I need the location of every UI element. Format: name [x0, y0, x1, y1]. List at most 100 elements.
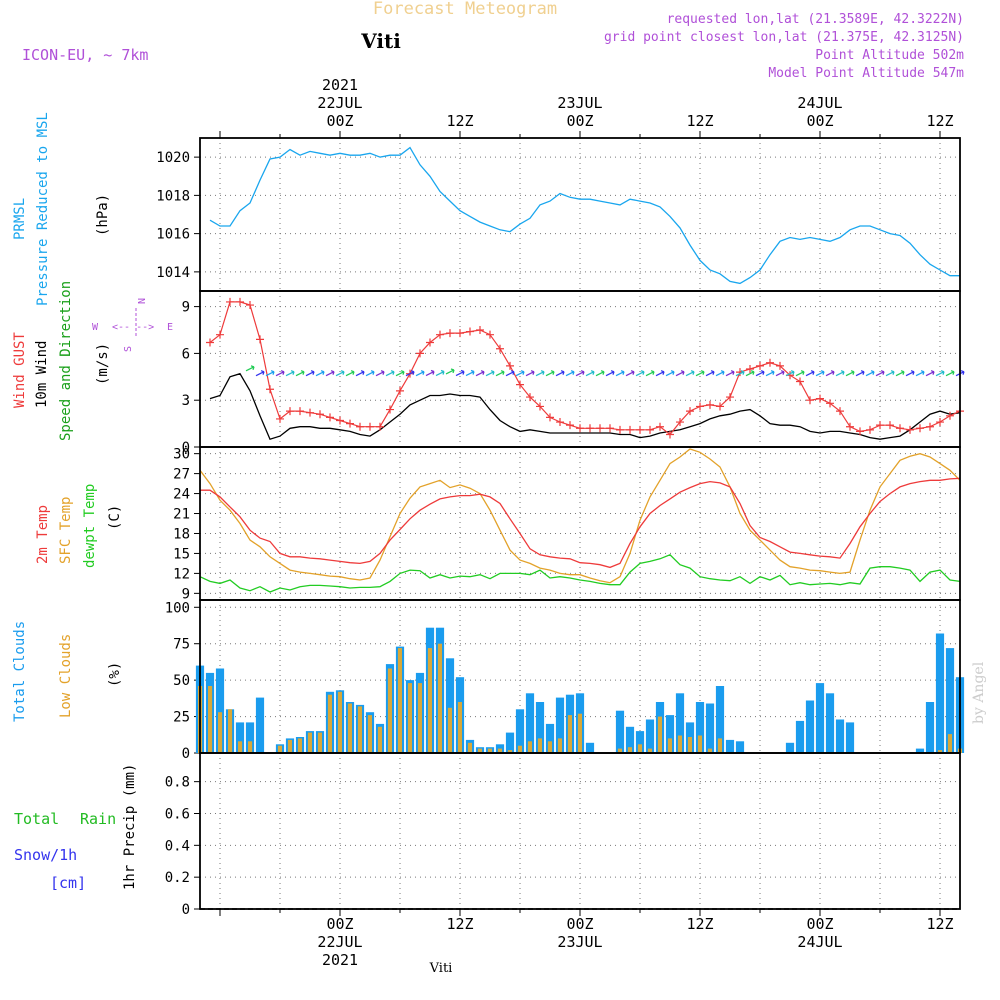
wind-direction-arrow	[605, 370, 615, 377]
total-cloud-bar	[935, 633, 945, 753]
low-cloud-bar	[707, 748, 712, 753]
low-cloud-bar	[627, 747, 632, 753]
total-rain-label-2: Rain	[80, 810, 116, 828]
gust-marker	[766, 358, 774, 367]
total-cloud-bar	[825, 693, 835, 753]
plot-layer: 1014101610181020036991215182124273002550…	[156, 76, 965, 969]
total-rain-label-1: Total	[14, 810, 59, 828]
low-cloud-bar	[567, 715, 572, 753]
total-cloud-bar	[665, 715, 675, 753]
gust-marker	[546, 413, 554, 422]
gust-marker	[396, 386, 404, 395]
y-tick-label: 30	[173, 447, 190, 463]
total-cloud-bar	[735, 741, 745, 753]
wind-direction-arrow	[455, 369, 465, 377]
gust-marker	[306, 408, 314, 417]
wind-direction-arrow	[775, 370, 785, 377]
x-tick-label-bottom: 12Z	[686, 915, 713, 933]
compass-n: N	[135, 298, 146, 304]
wind-units: (m/s)	[95, 343, 111, 385]
low-cloud-bar	[357, 706, 362, 753]
wind-direction-arrow	[505, 370, 515, 377]
gust-marker	[716, 402, 724, 411]
low-cloud-bar	[667, 738, 672, 753]
wind-direction-arrow	[875, 370, 885, 377]
x-tick-label-bottom: 24JUL	[797, 933, 842, 951]
wind-direction-arrow	[715, 370, 725, 377]
total-cloud-bar	[805, 700, 815, 753]
wind-direction-arrow	[645, 370, 655, 377]
temp-2m-line	[200, 477, 961, 569]
gust-marker	[336, 416, 344, 425]
y-tick-label: 12	[173, 566, 190, 582]
total-cloud-bar	[445, 658, 455, 753]
wind-direction-arrow	[925, 370, 935, 377]
low-cloud-bar	[307, 732, 312, 753]
wind-direction-arrow	[485, 370, 495, 377]
y-tick-label: 100	[165, 600, 190, 616]
low-cloud-bar	[367, 715, 372, 753]
wind-direction-arrow	[725, 370, 735, 377]
wind-direction-arrow	[435, 369, 445, 377]
total-cloud-bar	[945, 648, 955, 753]
model-altitude: Model Point Altitude 547m	[768, 66, 964, 81]
gust-marker	[466, 327, 474, 336]
low-cloud-bar	[497, 748, 502, 753]
wind-direction-arrow	[815, 370, 825, 377]
wind-direction-arrow	[665, 370, 675, 377]
gust-marker	[846, 422, 854, 431]
low-cloud-bar	[228, 709, 233, 753]
x-tick-label-top: 23JUL	[557, 94, 602, 112]
low-cloud-bar	[527, 741, 532, 753]
wind-dir-label: Speed and Direction	[58, 281, 74, 441]
wind-direction-arrow	[615, 370, 625, 377]
panel-frame	[199, 290, 961, 448]
total-cloud-bar	[255, 697, 265, 753]
compass-e: E	[167, 322, 173, 333]
gust-marker	[806, 396, 814, 405]
gust-marker	[596, 424, 604, 433]
gust-marker	[696, 402, 704, 411]
low-cloud-bar	[477, 748, 482, 753]
wind-direction-arrow	[555, 370, 565, 377]
gust-marker	[606, 424, 614, 433]
gust-marker	[376, 422, 384, 431]
pressure-units: (hPa)	[95, 194, 111, 236]
low-cloud-bar	[717, 738, 722, 753]
wind-direction-arrow	[585, 370, 595, 377]
low-cloud-bar	[248, 741, 253, 753]
low-cloud-bar	[557, 738, 562, 753]
wind-direction-arrow	[425, 369, 435, 377]
gust-marker	[456, 329, 464, 338]
low-cloud-bar	[447, 707, 452, 753]
grid-point-coords: grid point closest lon,lat (21.375E, 42.…	[604, 30, 964, 45]
wind-direction-arrow	[385, 370, 395, 377]
wind-direction-arrow	[675, 370, 685, 377]
gust-marker	[896, 424, 904, 433]
gust-marker	[246, 301, 254, 310]
y-tick-label: 0.2	[165, 870, 190, 886]
snow-label-2: [cm]	[50, 874, 86, 892]
x-tick-label-bottom: 00Z	[566, 915, 593, 933]
low-cloud-bar	[517, 745, 522, 753]
gust-marker	[616, 425, 624, 434]
gust-marker	[886, 421, 894, 430]
wind-direction-arrow	[835, 370, 845, 377]
y-tick-label: 15	[173, 546, 190, 562]
gust-marker	[916, 424, 924, 433]
dewpt-label: dewpt Temp	[82, 484, 98, 568]
y-tick-label: 1014	[156, 265, 190, 281]
gust-marker	[526, 393, 534, 402]
low-cloud-bar	[238, 741, 243, 753]
wind-direction-arrow	[695, 370, 705, 377]
total-cloud-bar	[675, 693, 685, 753]
wind-direction-arrow	[245, 365, 255, 372]
wind-direction-arrow	[375, 370, 385, 377]
wind-direction-arrow	[515, 370, 525, 377]
low-cloud-bar	[297, 738, 302, 753]
gust-marker	[236, 297, 244, 306]
point-altitude: Point Altitude 502m	[815, 48, 964, 63]
total-cloud-bar	[235, 722, 245, 753]
pressure-label-1: PRMSL	[12, 198, 28, 240]
